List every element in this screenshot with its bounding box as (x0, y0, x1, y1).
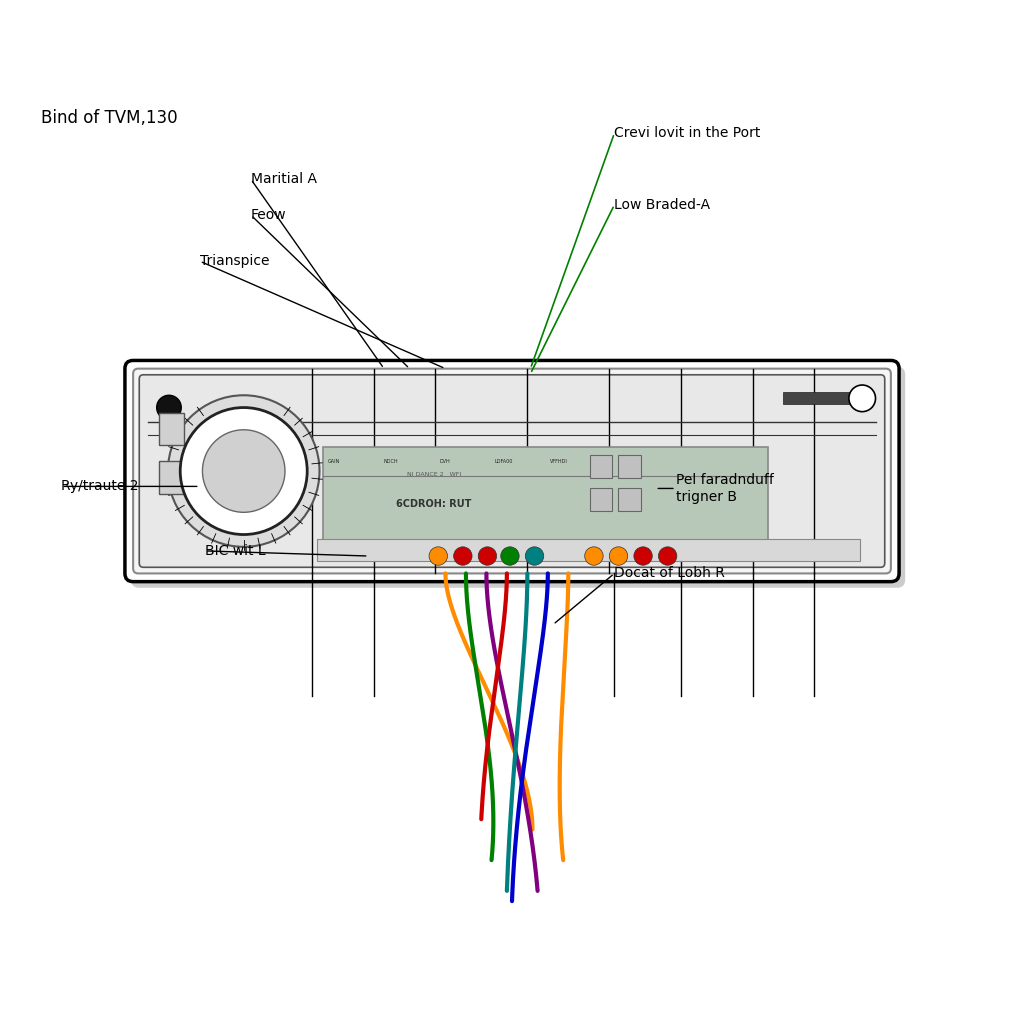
Text: Maritial A: Maritial A (251, 172, 316, 186)
Circle shape (180, 408, 307, 535)
FancyBboxPatch shape (139, 375, 885, 567)
FancyBboxPatch shape (125, 360, 899, 582)
FancyBboxPatch shape (131, 367, 905, 588)
Text: Pel faradnduff
trigner B: Pel faradnduff trigner B (676, 473, 774, 504)
Circle shape (849, 385, 876, 412)
Circle shape (203, 430, 285, 512)
Text: Feow: Feow (251, 208, 287, 222)
FancyBboxPatch shape (317, 539, 860, 561)
Text: LDFA00: LDFA00 (495, 460, 513, 464)
Circle shape (429, 547, 447, 565)
Circle shape (585, 547, 603, 565)
Text: 6CDROH: RUT: 6CDROH: RUT (396, 499, 472, 509)
Circle shape (525, 547, 544, 565)
Text: Bind of TVM,130: Bind of TVM,130 (41, 109, 177, 127)
Circle shape (634, 547, 652, 565)
Text: Crevi lovit in the Port: Crevi lovit in the Port (614, 126, 761, 140)
Circle shape (609, 547, 628, 565)
Text: DVH: DVH (439, 460, 450, 464)
FancyBboxPatch shape (159, 413, 184, 445)
Text: Docat of Lobh R: Docat of Lobh R (614, 566, 725, 581)
FancyBboxPatch shape (159, 461, 184, 494)
Circle shape (168, 395, 319, 547)
Text: Trianspice: Trianspice (200, 254, 269, 268)
Text: BIC wit L: BIC wit L (205, 544, 265, 558)
FancyBboxPatch shape (323, 447, 768, 545)
Text: NDCH: NDCH (383, 460, 398, 464)
FancyBboxPatch shape (783, 392, 853, 404)
Text: FA: FA (606, 460, 611, 464)
Circle shape (478, 547, 497, 565)
FancyBboxPatch shape (133, 369, 891, 573)
FancyBboxPatch shape (618, 488, 641, 511)
FancyBboxPatch shape (618, 456, 641, 478)
Text: NI DANCE 2   WFI: NI DANCE 2 WFI (407, 472, 461, 477)
Circle shape (157, 395, 181, 420)
Text: GAIN: GAIN (328, 460, 340, 464)
Circle shape (454, 547, 472, 565)
Text: Ry/traute 2: Ry/traute 2 (61, 479, 139, 494)
Circle shape (501, 547, 519, 565)
Text: VFFHDI: VFFHDI (551, 460, 568, 464)
FancyBboxPatch shape (590, 488, 612, 511)
FancyBboxPatch shape (590, 456, 612, 478)
Circle shape (658, 547, 677, 565)
Text: Low Braded-A: Low Braded-A (614, 198, 711, 212)
